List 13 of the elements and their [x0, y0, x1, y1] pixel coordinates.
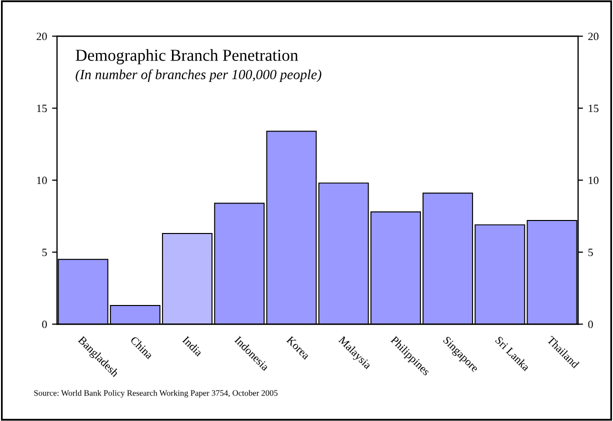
y-tick-label: 5 [42, 248, 47, 256]
y-tick-label: 0 [42, 320, 47, 328]
y2-tick-label: 5 [588, 248, 593, 256]
y2-tick-label: 15 [588, 104, 598, 112]
y2-tick-label: 0 [588, 320, 593, 328]
y2-tick-label: 20 [588, 32, 598, 40]
y-tick-label: 20 [36, 32, 47, 40]
source-note: Source: World Bank Policy Research Working Paper 3754, October 2005 [34, 390, 278, 398]
text: (In number of branches per 100,000 people) [76, 69, 322, 82]
y-tick-label: 10 [37, 176, 47, 184]
text: Demographic Branch Penetration [76, 49, 298, 64]
y2-tick-label: 10 [588, 176, 598, 184]
y-tick-label: 15 [37, 104, 47, 112]
